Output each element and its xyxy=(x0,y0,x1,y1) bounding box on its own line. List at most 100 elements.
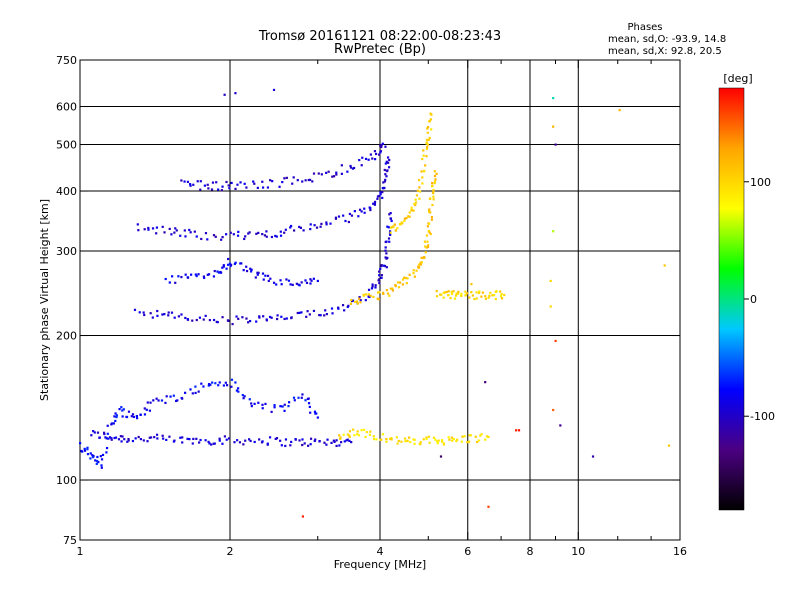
data-point xyxy=(121,435,124,438)
data-point xyxy=(337,215,341,218)
data-point xyxy=(325,313,328,316)
data-point xyxy=(335,171,338,174)
data-point xyxy=(156,437,159,440)
x-tick-label: 6 xyxy=(464,545,471,558)
data-point xyxy=(367,293,370,296)
data-point xyxy=(218,439,221,442)
data-point xyxy=(105,451,108,454)
data-point xyxy=(211,181,215,184)
data-point xyxy=(174,281,177,284)
data-point xyxy=(395,436,398,439)
data-point xyxy=(241,316,244,319)
data-point xyxy=(313,439,316,443)
data-point xyxy=(380,264,383,267)
data-point xyxy=(468,296,471,299)
data-point xyxy=(100,458,104,461)
data-point xyxy=(204,439,207,442)
data-point xyxy=(227,184,230,187)
data-point xyxy=(449,296,452,300)
data-point xyxy=(231,322,234,326)
data-point xyxy=(335,173,338,176)
data-point xyxy=(175,229,178,232)
data-point xyxy=(250,405,253,408)
data-point xyxy=(206,273,209,276)
data-point xyxy=(196,180,199,183)
data-point xyxy=(445,290,448,294)
data-point xyxy=(206,183,209,186)
data-point xyxy=(90,434,93,437)
data-point xyxy=(214,382,217,385)
data-point xyxy=(199,188,202,191)
data-point xyxy=(189,388,192,391)
data-point xyxy=(397,439,400,443)
data-point xyxy=(403,219,406,223)
data-point xyxy=(279,439,282,442)
data-point xyxy=(256,273,259,276)
data-point xyxy=(181,441,184,444)
data-point xyxy=(325,223,328,226)
data-point xyxy=(148,436,151,439)
data-point xyxy=(287,279,291,282)
data-point xyxy=(484,295,487,298)
data-point xyxy=(426,125,430,129)
stats-line-x: mean, sd,X: 92.8, 20.5 xyxy=(608,46,722,57)
data-point xyxy=(184,316,187,320)
x-tick-label: 4 xyxy=(377,545,384,558)
data-point xyxy=(135,414,138,418)
data-point xyxy=(303,442,306,445)
data-point xyxy=(167,311,170,314)
data-point xyxy=(257,231,260,235)
data-point xyxy=(213,442,216,445)
data-point xyxy=(264,402,267,406)
data-point xyxy=(255,232,258,235)
data-point xyxy=(105,437,108,440)
data-point xyxy=(143,228,146,231)
data-point xyxy=(234,381,237,384)
data-point xyxy=(316,279,319,283)
data-point xyxy=(352,428,355,431)
data-point xyxy=(212,442,215,445)
data-point xyxy=(232,233,235,236)
data-point xyxy=(363,207,366,210)
y-tick-label: 750 xyxy=(56,54,77,67)
data-point xyxy=(148,409,151,412)
data-point xyxy=(151,227,155,230)
data-point xyxy=(176,399,179,402)
data-point xyxy=(331,175,334,178)
data-point xyxy=(350,298,353,302)
data-point xyxy=(448,438,451,441)
data-point xyxy=(301,443,304,447)
data-point xyxy=(340,172,344,175)
data-point xyxy=(385,437,388,441)
data-point xyxy=(382,264,386,267)
data-point xyxy=(419,441,422,444)
data-point xyxy=(270,235,274,239)
data-point xyxy=(299,226,303,229)
data-point xyxy=(192,183,195,186)
data-point xyxy=(396,281,400,284)
stats-heading: Phases xyxy=(627,22,662,33)
data-point xyxy=(346,433,349,436)
data-point xyxy=(228,262,232,265)
data-point xyxy=(418,263,421,266)
stray-point xyxy=(663,264,666,267)
data-point xyxy=(279,230,282,233)
data-point xyxy=(428,136,431,140)
data-point xyxy=(348,435,351,439)
data-point xyxy=(115,414,118,417)
data-point xyxy=(368,295,371,299)
data-point xyxy=(487,435,490,439)
data-point xyxy=(296,179,299,182)
data-point xyxy=(171,275,174,278)
data-point xyxy=(385,257,388,260)
data-point xyxy=(374,284,377,287)
data-point xyxy=(173,231,176,234)
data-point xyxy=(406,277,409,280)
data-point xyxy=(269,277,272,280)
data-point xyxy=(426,143,430,146)
data-point xyxy=(296,311,299,315)
data-point xyxy=(466,292,469,295)
data-point xyxy=(432,190,435,193)
data-point xyxy=(149,436,153,439)
data-point xyxy=(379,144,382,147)
